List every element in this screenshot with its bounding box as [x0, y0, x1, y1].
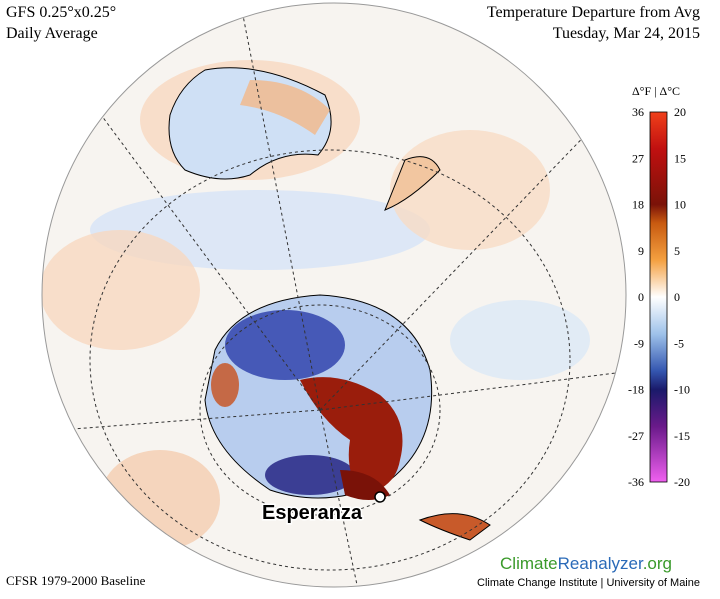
colorbar-tick-label: 10	[674, 198, 686, 212]
title: Temperature Departure from Avg	[487, 4, 700, 21]
colorbar-tick-label: -27	[628, 429, 644, 443]
colorbar-tick-label: -15	[674, 429, 690, 443]
colorbar-tick-label: 9	[638, 244, 644, 258]
date: Tuesday, Mar 24, 2015	[553, 25, 700, 42]
colorbar-tick-label: 36	[632, 105, 644, 119]
colorbar-tick-label: 18	[632, 198, 644, 212]
colorbar-tick-label: 0	[674, 290, 680, 304]
period-label: Daily Average	[6, 25, 98, 42]
colorbar-tick-label: 5	[674, 244, 680, 258]
colorbar-tick-label: -5	[674, 336, 684, 350]
model-label: GFS 0.25°x0.25°	[6, 4, 116, 21]
colorbar-tick-label: 0	[638, 290, 644, 304]
colorbar	[649, 111, 668, 483]
colorbar-tick-label: 20	[674, 105, 686, 119]
brand-part: .org	[643, 554, 672, 573]
place-label: Esperanza	[262, 502, 363, 524]
brand-part: Reanalyzer	[558, 554, 644, 573]
credit: Climate Change Institute | University of…	[477, 577, 700, 589]
colorbar-tick-label: 15	[674, 151, 686, 165]
baseline: CFSR 1979-2000 Baseline	[6, 573, 146, 588]
colorbar-tick-label: -36	[628, 475, 644, 489]
colorbar-tick-label: -18	[628, 383, 644, 397]
brand-part: Climate	[500, 554, 558, 573]
colorbar-tick-label: -10	[674, 383, 690, 397]
colorbar-tick-label: -20	[674, 475, 690, 489]
colorbar-tick-label: -9	[634, 336, 644, 350]
location-dot	[374, 491, 386, 503]
legend-unit: Δ°F | Δ°C	[632, 84, 680, 98]
colorbar-tick-label: 27	[632, 151, 644, 165]
brand: ClimateReanalyzer.org	[500, 554, 672, 573]
